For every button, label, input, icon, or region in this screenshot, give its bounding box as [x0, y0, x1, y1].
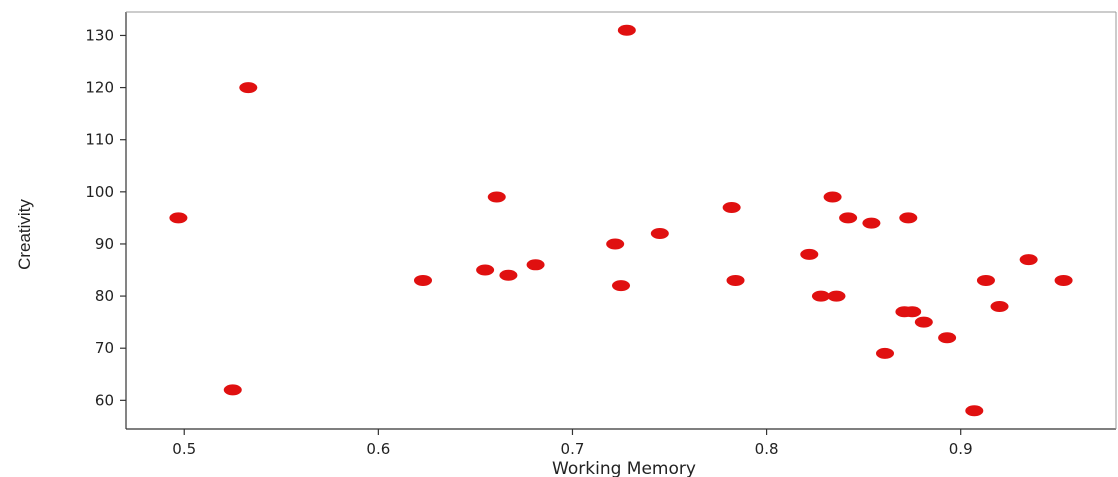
data-point	[965, 405, 984, 417]
y-axis-ticks: 60 70 80 90 100 110 120 130	[85, 26, 126, 409]
data-point	[414, 274, 432, 286]
y-tick-label: 70	[95, 339, 114, 357]
data-point	[903, 306, 922, 318]
data-point	[862, 217, 881, 229]
data-point	[1019, 254, 1038, 266]
x-tick-label: 0.5	[172, 440, 196, 458]
plot-frame	[125, 11, 1117, 430]
data-point	[239, 82, 258, 94]
y-tick-label: 120	[85, 79, 114, 97]
data-point	[914, 316, 933, 328]
data-point	[827, 290, 846, 302]
x-tick-label: 0.6	[366, 440, 390, 458]
x-axis-ticks: 0.5 0.6 0.7 0.8 0.9	[172, 429, 973, 458]
x-tick-label: 0.7	[561, 440, 585, 458]
data-point	[722, 201, 741, 213]
data-point	[876, 347, 894, 359]
y-tick-label: 110	[85, 131, 114, 149]
data-point	[726, 274, 745, 286]
data-point	[811, 290, 830, 302]
data-point	[223, 384, 242, 396]
data-point	[938, 332, 957, 344]
data-point	[976, 274, 995, 286]
x-axis-label: Working Memory	[552, 459, 696, 477]
data-point	[650, 228, 669, 240]
data-point	[823, 191, 842, 203]
data-point	[899, 212, 918, 224]
y-tick-label: 100	[85, 183, 114, 201]
data-point	[169, 212, 188, 224]
data-point	[487, 191, 506, 203]
data-point	[990, 301, 1009, 313]
y-tick-label: 80	[95, 287, 114, 305]
y-axis-label: Creativity	[15, 199, 34, 270]
data-point	[800, 248, 819, 260]
data-point	[476, 264, 495, 276]
data-point	[606, 238, 625, 250]
data-point	[526, 259, 545, 271]
y-tick-label: 60	[95, 391, 114, 409]
y-tick-label: 130	[85, 26, 114, 44]
data-point	[1054, 274, 1073, 286]
data-point	[617, 24, 636, 36]
data-points	[169, 24, 1073, 417]
data-point	[499, 269, 518, 281]
data-point	[839, 212, 858, 224]
y-tick-label: 90	[95, 235, 114, 253]
data-point	[612, 280, 630, 292]
x-tick-label: 0.8	[755, 440, 779, 458]
x-tick-label: 0.9	[949, 440, 973, 458]
